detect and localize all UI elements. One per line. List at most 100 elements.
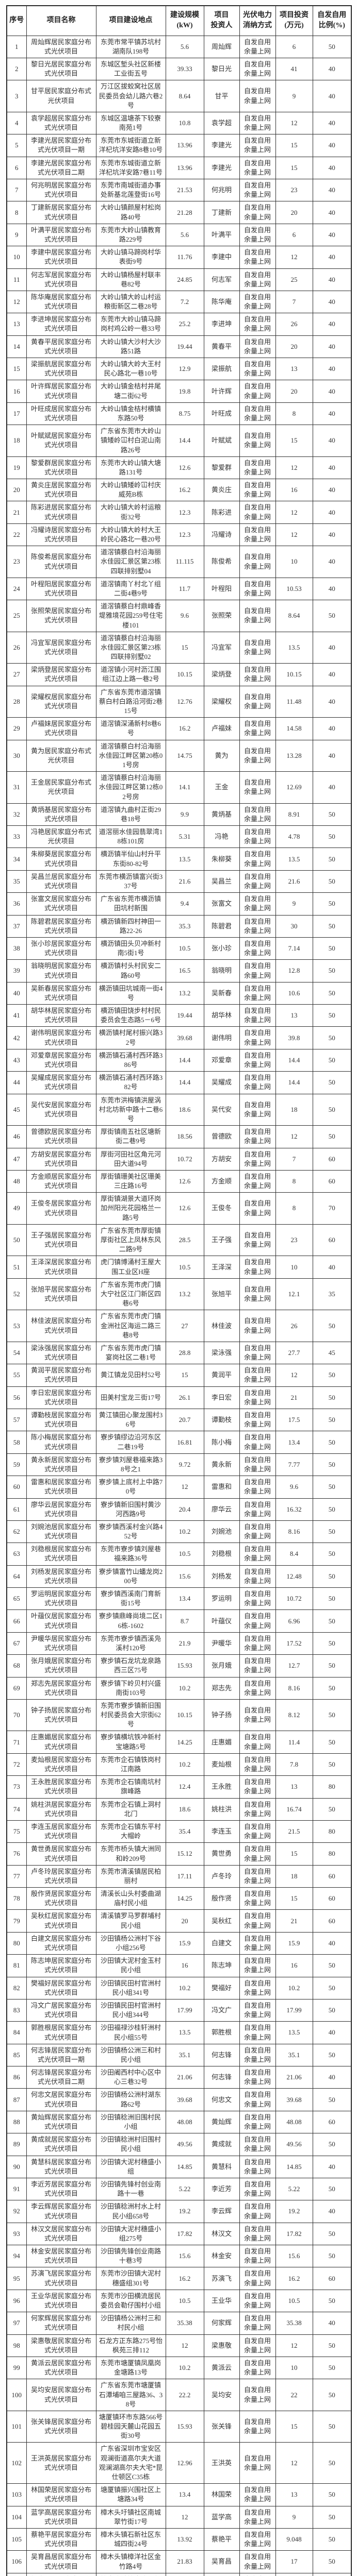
cell-project-location: 沙田镇先锋村创业南路十一巷 — [95, 2177, 166, 2201]
cell-seq-no: 68 — [6, 1654, 27, 1677]
cell-seq-no: 31 — [6, 771, 27, 804]
cell-investment: 15 — [275, 1842, 313, 1866]
table-row: 62 刘婉池居民家庭分布式光伏项目 寮步镇西溪村金兴路452号 10.2 刘婉池… — [6, 1520, 352, 1544]
cell-seq-no: 22 — [6, 523, 27, 547]
cell-seq-no: 39 — [6, 959, 27, 982]
cell-project-name: 叶程阳居民家庭分布式光伏项目 — [26, 577, 96, 601]
cell-investment: 20 — [275, 335, 313, 359]
cell-seq-no: 76 — [6, 1842, 27, 1866]
cell-self-use-ratio: 50 — [312, 1048, 352, 1072]
cell-project-name: 冯艳居民家庭分布式光伏项目 — [26, 825, 96, 849]
cell-project-name: 王洪英居民家庭分布式光伏项目 — [26, 2442, 96, 2484]
cell-seq-no: 74 — [6, 1798, 27, 1821]
cell-project-location: 横沥镇石涌村西环路386号 — [95, 1048, 166, 1072]
cell-project-name: 郭胜根居民家庭分布式光伏项目 — [26, 2021, 96, 2044]
cell-seq-no: 25 — [6, 600, 27, 632]
cell-scale-kw: 27 — [165, 1310, 204, 1342]
cell-project-location: 大岭山镇马蹄岗村华表街9号 — [95, 246, 166, 269]
cell-self-use-ratio: 50 — [312, 2334, 352, 2357]
cell-scale-kw: 12 — [165, 1476, 204, 1499]
cell-scale-kw: 49.56 — [165, 2133, 204, 2156]
cell-scale-kw: 12 — [165, 2505, 204, 2529]
table-row: 85 何志锋居民家庭分布式光伏项目一期 沙田镇杨公洲三和村民小组 35.1 何志… — [6, 2043, 352, 2067]
cell-scale-kw: 13.96 — [165, 134, 204, 157]
cell-investor: 蔡艳平 — [203, 2528, 240, 2551]
cell-project-location: 石龙方正东路275号怡枫苑三排112 — [95, 2334, 166, 2357]
cell-investment: 7.77 — [275, 1453, 313, 1477]
cell-investment: 12 — [275, 2334, 313, 2357]
cell-consumption-method: 自发自用 余量上网 — [239, 1654, 276, 1677]
cell-project-location: 虎门镇博涌村王屋大围工业区H座 — [95, 1256, 166, 1279]
cell-investor: 叶满平 — [203, 223, 240, 247]
cell-project-name: 陈华庵居民家庭分布式光伏项目 — [26, 290, 96, 314]
cell-project-location: 横沥镇半仙山村升平东街80-82号 — [95, 848, 166, 871]
cell-project-name: 王俊冬居民家庭分布式光伏项目 — [26, 1192, 96, 1225]
cell-consumption-method: 自发自用 余量上网 — [239, 2572, 276, 2576]
cell-consumption-method: 自发自用 余量上网 — [239, 717, 276, 740]
cell-project-location: 东莞市横沥镇富兴街337号 — [95, 870, 166, 893]
cell-project-name: 翁晓明居民家庭分布式光伏项目 — [26, 959, 96, 982]
cell-consumption-method: 自发自用 余量上网 — [239, 501, 276, 524]
cell-project-location: 广东省东莞市大岭山镇矮岭冚村白泥山南路26号 — [95, 425, 166, 457]
cell-scale-kw: 18.6 — [165, 1093, 204, 1126]
cell-seq-no: 51 — [6, 1256, 27, 1279]
cell-investor: 胡华林 — [203, 1004, 240, 1027]
cell-consumption-method: 自发自用 余量上网 — [239, 1731, 276, 1754]
cell-project-location: 东莞市南城街道办事处新基北莲登街16号 — [95, 179, 166, 202]
cell-self-use-ratio: 50 — [312, 2505, 352, 2529]
cell-seq-no: 59 — [6, 1453, 27, 1477]
cell-seq-no: 92 — [6, 2200, 27, 2223]
table-row: 35 吴昌兰居民家庭分布式光伏项目 东莞市横沥镇富兴街337号 21.6 吴昌兰… — [6, 870, 352, 893]
cell-investor: 李日宏 — [203, 1386, 240, 1410]
cell-project-name: 罗运明居民家庭分布式光伏项目 — [26, 1587, 96, 1611]
cell-investment: 39.68 — [275, 2088, 313, 2111]
cell-project-location: 东莞市寮步镇西溪凫溪村120号 — [95, 1632, 166, 1655]
cell-investor: 何兆明 — [203, 179, 240, 202]
cell-investor: 甘平 — [203, 80, 240, 112]
cell-project-name: 梁惠敬居民家庭分布式光伏项目 — [26, 2334, 96, 2357]
cell-investment: 9.048 — [275, 2528, 313, 2551]
cell-seq-no: 17 — [6, 402, 27, 426]
cell-consumption-method: 自发自用 余量上网 — [239, 1753, 276, 1776]
cell-project-location: 大岭山镇大岭村大王岭民心路北一巷20号 — [95, 523, 166, 547]
cell-self-use-ratio: 40 — [312, 717, 352, 740]
cell-scale-kw: 9.9 — [165, 803, 204, 826]
cell-self-use-ratio: 40 — [312, 739, 352, 772]
cell-investment: 11.48 — [275, 685, 313, 718]
cell-scale-kw: 21.83 — [165, 2550, 204, 2573]
cell-investment: 13.5 — [275, 848, 313, 871]
cell-seq-no: 90 — [6, 2155, 27, 2178]
table-row: 65 罗运明居民家庭分布式光伏项目 寮步镇西溪南门育新街15号 13.4 罗运明… — [6, 1587, 352, 1611]
cell-project-location: 万江区拔蛟窝社区居民委员会幼儿路六巷2号 — [95, 80, 166, 112]
cell-scale-kw: 12 — [165, 2334, 204, 2357]
cell-investment: 41 — [275, 57, 313, 81]
cell-scale-kw: 12.9 — [165, 358, 204, 381]
cell-seq-no: 5 — [6, 134, 27, 157]
table-row: 3 甘平居民家庭分布式光伏项目 万江区拔蛟窝社区居民委员会幼儿路六巷2号 8.6… — [6, 80, 352, 112]
cell-seq-no: 86 — [6, 2066, 27, 2089]
cell-consumption-method: 自发自用 余量上网 — [239, 2110, 276, 2134]
cell-project-location: 塘厦镇振兴围社区上塘路34号 — [95, 2483, 166, 2506]
table-row: 87 何忠文居民家庭分布式光伏项目 沙田镇杨公洲村湖东路62号 39.68 何忠… — [6, 2088, 352, 2111]
cell-scale-kw: 12.76 — [165, 685, 204, 718]
cell-seq-no: 77 — [6, 1865, 27, 1888]
cell-investor: 黄炎庄 — [203, 479, 240, 502]
cell-consumption-method: 自发自用 余量上网 — [239, 425, 276, 457]
cell-scale-kw: 19.8 — [165, 380, 204, 403]
cell-self-use-ratio: 80 — [312, 1775, 352, 1799]
cell-self-use-ratio: 40 — [312, 425, 352, 457]
cell-investor: 苏演飞 — [203, 2267, 240, 2290]
cell-self-use-ratio: 40 — [312, 380, 352, 403]
cell-self-use-ratio: 40 — [312, 358, 352, 381]
cell-consumption-method: 自发自用 余量上网 — [239, 739, 276, 772]
table-row: 82 樊福好居民家庭分布式光伏项目 沙田镇民田村官洲村民小组341号 10.2 … — [6, 1976, 352, 1999]
cell-seq-no: 29 — [6, 717, 27, 740]
cell-consumption-method: 自发自用 余量上网 — [239, 1798, 276, 1821]
cell-project-name: 张月娥居民家庭分布式光伏项目 — [26, 1654, 96, 1677]
cell-project-location: 东莞市沙田横流居民委员会勒仔围村小组 — [95, 2289, 166, 2313]
cell-project-name: 何家辉居民家庭分布式光伏项目 — [26, 2312, 96, 2335]
table-row: 46 曾德欧居民家庭分布式光伏项目 厚街镇南五社区塘新街二巷9号 18.56 曾… — [6, 1125, 352, 1148]
cell-investor: 梁惠敬 — [203, 2334, 240, 2357]
cell-project-name: 冯宜军居民家庭分布式光伏项目 — [26, 631, 96, 664]
cell-project-location: 寮步镇刘屋巷福来路38号之1 — [95, 1453, 166, 1477]
